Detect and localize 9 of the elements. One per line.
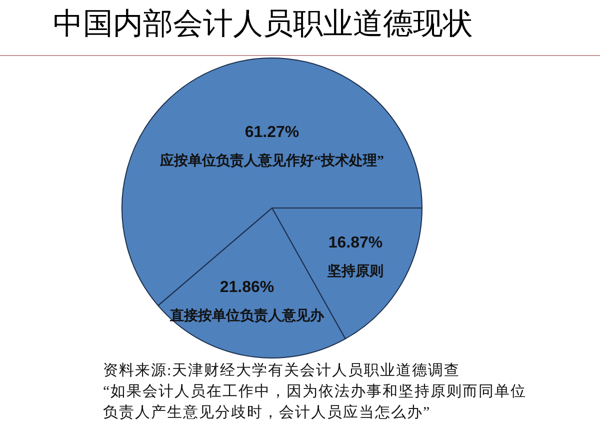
- data-label: 21.86%: [220, 279, 274, 296]
- text: “如果会计人员在工作中，因为依法办事和坚持原则而同单位负责人产生意见分歧时，会计人员应当怎么办”: [103, 382, 528, 421]
- data-label: 16.87%: [328, 234, 383, 252]
- chart-title: 中国内部会计人员职业道德现状: [53, 8, 473, 40]
- data-label: 61.27%: [244, 124, 300, 142]
- slice-label: 坚持原则: [326, 264, 384, 280]
- slice-label: 应按单位负责人意见作好“技术处理”: [159, 152, 384, 170]
- slice-label: 直接按单位负责人意见办: [169, 307, 325, 324]
- text: 资料来源:天津财经大学有关会计人员职业道德调查: [103, 362, 462, 381]
